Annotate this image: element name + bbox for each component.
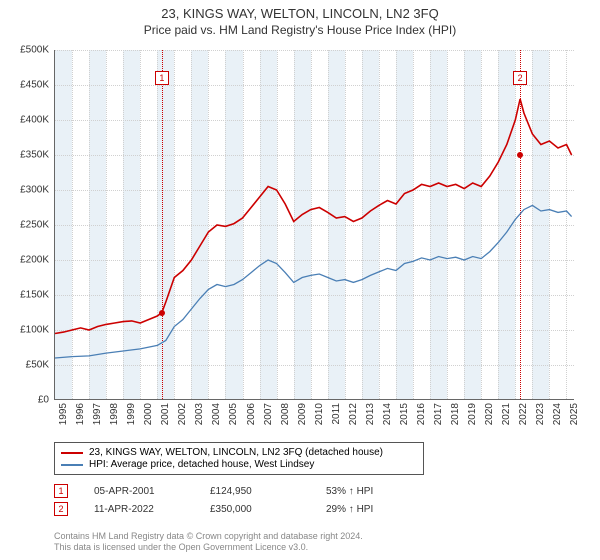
y-axis-label: £100K	[20, 325, 49, 336]
x-axis-label: 2002	[177, 403, 188, 425]
x-axis-label: 2021	[501, 403, 512, 425]
attribution-line: Contains HM Land Registry data © Crown c…	[54, 531, 363, 543]
sales-row: 2 11-APR-2022 £350,000 29% ↑ HPI	[54, 502, 416, 516]
x-axis-label: 2003	[194, 403, 205, 425]
legend-item: HPI: Average price, detached house, West…	[61, 459, 417, 470]
x-axis-label: 2024	[552, 403, 563, 425]
x-axis-label: 2023	[535, 403, 546, 425]
attribution-line: This data is licensed under the Open Gov…	[54, 542, 363, 554]
x-axis-label: 2016	[416, 403, 427, 425]
x-axis-label: 2022	[518, 403, 529, 425]
x-axis-label: 2005	[228, 403, 239, 425]
chart-title: 23, KINGS WAY, WELTON, LINCOLN, LN2 3FQ	[0, 6, 600, 21]
x-axis-label: 2007	[263, 403, 274, 425]
sale-price: £350,000	[210, 504, 300, 515]
legend-item: 23, KINGS WAY, WELTON, LINCOLN, LN2 3FQ …	[61, 447, 417, 458]
legend-swatch	[61, 452, 83, 454]
sale-number-box: 2	[54, 502, 68, 516]
x-axis-label: 2009	[297, 403, 308, 425]
y-axis-label: £400K	[20, 115, 49, 126]
x-axis-label: 1996	[75, 403, 86, 425]
y-axis-label: £500K	[20, 45, 49, 56]
legend-label: 23, KINGS WAY, WELTON, LINCOLN, LN2 3FQ …	[89, 447, 383, 458]
y-axis-label: £350K	[20, 150, 49, 161]
x-axis-label: 2015	[399, 403, 410, 425]
y-axis-label: £300K	[20, 185, 49, 196]
x-axis-label: 2012	[348, 403, 359, 425]
y-axis-label: £50K	[26, 360, 49, 371]
x-axis-label: 2001	[160, 403, 171, 425]
x-axis-label: 2008	[280, 403, 291, 425]
x-axis-label: 2010	[314, 403, 325, 425]
y-axis-label: £200K	[20, 255, 49, 266]
sale-delta: 29% ↑ HPI	[326, 504, 416, 515]
sale-date: 11-APR-2022	[94, 504, 184, 515]
x-axis-label: 2018	[450, 403, 461, 425]
y-axis-label: £250K	[20, 220, 49, 231]
y-axis-label: £0	[38, 395, 49, 406]
series-line	[55, 205, 572, 358]
x-axis-label: 2025	[569, 403, 580, 425]
x-axis-label: 2014	[382, 403, 393, 425]
series-line	[55, 99, 572, 334]
sales-table: 1 05-APR-2001 £124,950 53% ↑ HPI 2 11-APR-202…	[54, 484, 416, 520]
plot-region: £0£50K£100K£150K£200K£250K£300K£350K£400…	[54, 50, 574, 400]
chart-container: 23, KINGS WAY, WELTON, LINCOLN, LN2 3FQ …	[0, 0, 600, 560]
chart-area: £0£50K£100K£150K£200K£250K£300K£350K£400…	[54, 50, 574, 400]
legend-swatch	[61, 464, 83, 466]
title-block: 23, KINGS WAY, WELTON, LINCOLN, LN2 3FQ …	[0, 0, 600, 37]
sale-price: £124,950	[210, 486, 300, 497]
sales-row: 1 05-APR-2001 £124,950 53% ↑ HPI	[54, 484, 416, 498]
sale-number-box: 1	[54, 484, 68, 498]
x-axis-label: 2000	[143, 403, 154, 425]
x-axis-label: 2013	[365, 403, 376, 425]
x-axis-label: 2011	[331, 403, 342, 425]
x-axis-label: 1995	[58, 403, 69, 425]
x-axis-label: 2020	[484, 403, 495, 425]
legend: 23, KINGS WAY, WELTON, LINCOLN, LN2 3FQ …	[54, 442, 424, 475]
x-axis-label: 1998	[109, 403, 120, 425]
y-axis-label: £450K	[20, 80, 49, 91]
x-axis-label: 2006	[246, 403, 257, 425]
sale-delta: 53% ↑ HPI	[326, 486, 416, 497]
y-axis-label: £150K	[20, 290, 49, 301]
legend-label: HPI: Average price, detached house, West…	[89, 459, 314, 470]
series-svg	[55, 50, 575, 400]
sale-date: 05-APR-2001	[94, 486, 184, 497]
chart-subtitle: Price paid vs. HM Land Registry's House …	[0, 23, 600, 37]
x-axis-label: 1999	[126, 403, 137, 425]
attribution: Contains HM Land Registry data © Crown c…	[54, 531, 363, 554]
x-axis-label: 2017	[433, 403, 444, 425]
x-axis-label: 2004	[211, 403, 222, 425]
x-axis-label: 1997	[92, 403, 103, 425]
x-axis-label: 2019	[467, 403, 478, 425]
